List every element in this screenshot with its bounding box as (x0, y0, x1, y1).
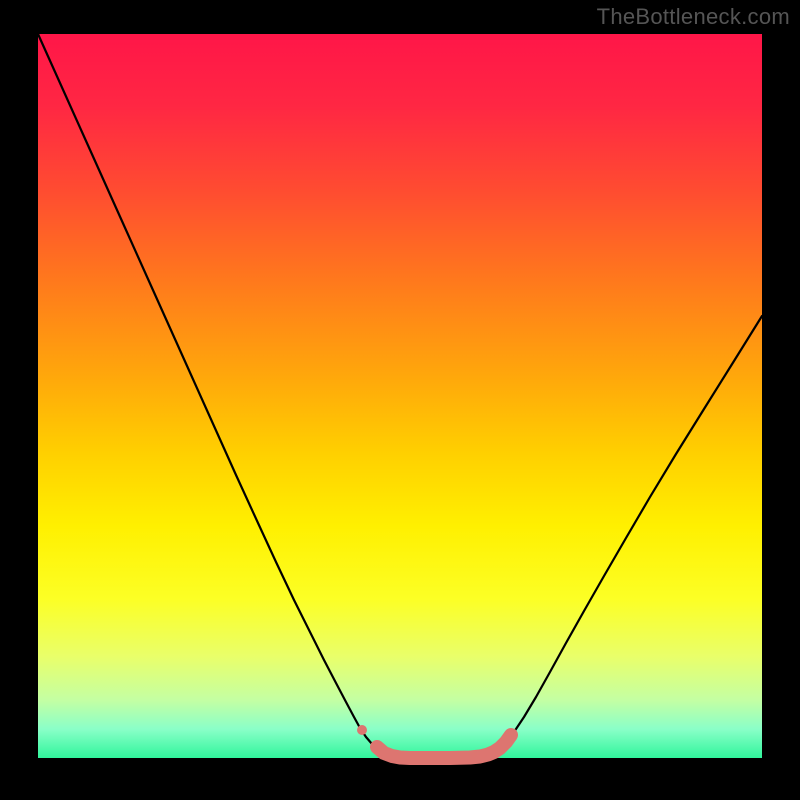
chart-svg (0, 0, 800, 800)
accent-marker-dot (357, 725, 367, 735)
chart-root: TheBottleneck.com (0, 0, 800, 800)
plot-area (38, 34, 762, 758)
